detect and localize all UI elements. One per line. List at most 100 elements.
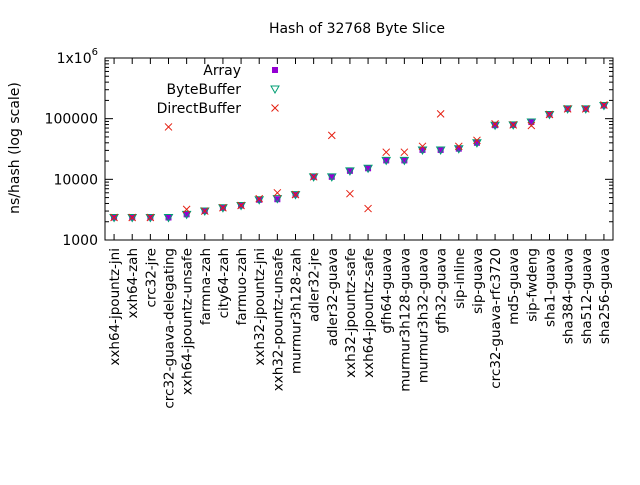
x-tick-label: xxh64-zah bbox=[125, 248, 141, 319]
data-point-bytebuffer bbox=[109, 213, 119, 223]
data-points bbox=[109, 101, 609, 223]
data-point-directbuffer bbox=[509, 121, 518, 129]
data-point-directbuffer bbox=[600, 101, 608, 109]
data-point-directbuffer bbox=[491, 120, 499, 128]
x-tick-label: murmur3h128-guava bbox=[397, 248, 413, 392]
legend-label: DirectBuffer bbox=[157, 101, 242, 117]
x-tick-label: crc32-guava-rfc3720 bbox=[488, 248, 504, 389]
data-point-bytebuffer bbox=[272, 195, 283, 204]
data-point-bytebuffer bbox=[526, 118, 537, 128]
data-point-directbuffer bbox=[110, 213, 118, 222]
series-array bbox=[111, 102, 607, 221]
x-tick-label: city64-zah bbox=[216, 248, 232, 318]
data-point-directbuffer bbox=[200, 207, 209, 215]
data-point-array bbox=[528, 119, 535, 126]
y-tick-label: 100000 bbox=[45, 112, 98, 128]
data-point-bytebuffer bbox=[599, 101, 609, 111]
legend-marker bbox=[270, 85, 280, 95]
y-tick-label: 1000 bbox=[62, 233, 98, 249]
data-point-bytebuffer bbox=[381, 156, 392, 166]
data-point-directbuffer bbox=[219, 203, 227, 212]
y-tick-label: 10000 bbox=[53, 172, 98, 188]
data-point-bytebuffer bbox=[399, 156, 410, 166]
series-bytebuffer bbox=[109, 101, 609, 223]
series-directbuffer bbox=[110, 101, 608, 222]
x-tick-label: crc32-guava-delegating bbox=[162, 248, 178, 409]
data-point-directbuffer bbox=[545, 110, 554, 119]
data-point-directbuffer bbox=[382, 148, 391, 157]
data-point-array bbox=[183, 211, 190, 218]
data-point-array bbox=[346, 167, 353, 174]
data-point-array bbox=[328, 173, 335, 180]
data-point-array bbox=[437, 146, 444, 153]
data-point-array bbox=[256, 196, 263, 203]
data-point-bytebuffer bbox=[580, 105, 591, 114]
x-tick-label: adler32-guava bbox=[325, 248, 341, 346]
x-tick-label: gfh64-guava bbox=[379, 248, 395, 334]
data-point-directbuffer bbox=[128, 213, 137, 222]
data-point-directbuffer bbox=[364, 204, 372, 213]
x-tick-label: xxh64-jpountz-jni bbox=[107, 248, 123, 366]
data-point-bytebuffer bbox=[326, 173, 337, 182]
data-point-bytebuffer bbox=[562, 105, 573, 114]
data-point-directbuffer bbox=[436, 110, 445, 118]
x-tick-label: xxh64-jpountz-unsafe bbox=[180, 248, 196, 395]
data-point-directbuffer bbox=[454, 142, 463, 151]
data-point-directbuffer bbox=[146, 213, 155, 222]
data-point-bytebuffer bbox=[163, 213, 174, 223]
x-tick-label: murmur3h128-zah bbox=[289, 248, 305, 374]
plot-frame bbox=[104, 57, 614, 241]
x-tick-label: xxh32-jpountz-jni bbox=[252, 248, 268, 366]
data-point-directbuffer bbox=[273, 188, 282, 197]
data-point-directbuffer bbox=[563, 105, 572, 113]
data-point-bytebuffer bbox=[435, 146, 446, 155]
data-point-bytebuffer bbox=[290, 191, 301, 200]
data-point-array bbox=[165, 214, 172, 221]
data-point-bytebuffer bbox=[308, 173, 319, 182]
x-tick-labels: xxh64-jpountz-jni xxh64-zah crc32-jre crc32… bbox=[107, 58, 613, 409]
x-tick-label: murmur3h32-guava bbox=[416, 248, 432, 383]
data-point-array bbox=[419, 146, 426, 153]
data-point-directbuffer bbox=[418, 142, 427, 151]
y-axis-label: ns/hash (log scale) bbox=[7, 82, 23, 214]
data-point-directbuffer bbox=[400, 148, 409, 157]
data-point-bytebuffer bbox=[363, 164, 373, 174]
x-tick-label: sip-inline bbox=[452, 248, 468, 309]
data-point-array bbox=[365, 165, 372, 172]
legend-label: ByteBuffer bbox=[167, 82, 242, 98]
x-tick-label: md5-guava bbox=[506, 248, 522, 325]
data-point-array bbox=[401, 157, 408, 164]
data-point-directbuffer bbox=[527, 121, 536, 130]
data-point-directbuffer bbox=[255, 194, 264, 203]
data-point-array bbox=[492, 122, 499, 129]
data-point-directbuffer bbox=[327, 131, 336, 140]
x-tick-label: farmna-zah bbox=[198, 248, 214, 325]
legend: Array ByteBuffer DirectBuffer bbox=[157, 63, 280, 117]
x-tick-label: sha384-guava bbox=[561, 248, 577, 344]
chart-title: Hash of 32768 Byte Slice bbox=[269, 21, 445, 37]
legend-label: Array bbox=[203, 63, 241, 79]
data-point-directbuffer bbox=[346, 189, 354, 198]
y-tick-label: 1x106 bbox=[57, 47, 98, 67]
data-point-bytebuffer bbox=[544, 111, 555, 120]
data-point-directbuffer bbox=[237, 201, 245, 210]
data-point-bytebuffer bbox=[345, 167, 355, 176]
x-tick-label: sha1-guava bbox=[543, 248, 559, 327]
x-tick-label: sip-fwdeng bbox=[524, 248, 540, 322]
x-tick-label: farmuo-zah bbox=[234, 248, 250, 325]
x-tick-label: xxh64-jpountz-safe bbox=[361, 248, 377, 378]
data-point-bytebuffer bbox=[127, 213, 138, 223]
legend-marker bbox=[272, 67, 278, 73]
data-point-directbuffer bbox=[309, 172, 318, 181]
data-point-array bbox=[383, 157, 390, 164]
x-tick-label: sip-guava bbox=[470, 248, 486, 314]
x-tick-label: sha256-guava bbox=[597, 248, 613, 344]
x-tick-label: crc32-jre bbox=[143, 248, 159, 307]
data-point-bytebuffer bbox=[145, 213, 156, 223]
data-point-bytebuffer bbox=[236, 202, 246, 211]
data-point-directbuffer bbox=[291, 190, 300, 199]
data-point-bytebuffer bbox=[199, 207, 210, 217]
data-point-bytebuffer bbox=[181, 210, 192, 220]
